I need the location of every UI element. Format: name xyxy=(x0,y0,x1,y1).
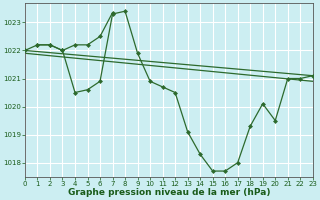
X-axis label: Graphe pression niveau de la mer (hPa): Graphe pression niveau de la mer (hPa) xyxy=(68,188,270,197)
